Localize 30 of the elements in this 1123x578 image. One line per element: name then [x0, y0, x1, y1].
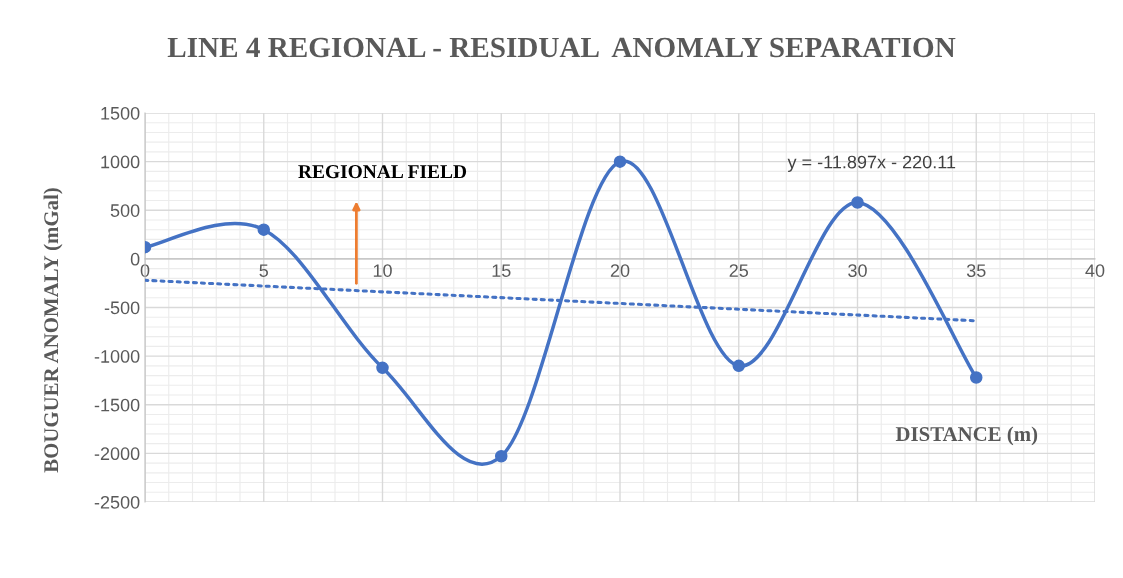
y-tick-label: 1000	[101, 155, 140, 169]
x-axis-title: DISTANCE (m)	[895, 426, 1038, 446]
y-tick-label: 1500	[101, 106, 140, 120]
annotation: REGIONAL FIELD	[298, 165, 467, 179]
x-tick-label: 40	[1085, 264, 1105, 277]
y-tick-label: 0	[130, 252, 140, 266]
point	[732, 359, 746, 373]
chart-title: LINE 4 REGIONAL - RESIDUAL ANOMALY SEPARATION	[167, 37, 956, 58]
point	[494, 450, 508, 463]
x-tick-label: 35	[966, 264, 986, 277]
y-tick-label: -2500	[94, 495, 140, 509]
x-tick-label: 5	[259, 264, 269, 277]
x-tick-label: 10	[373, 264, 392, 277]
x-tick-label: 0	[140, 264, 150, 277]
point	[613, 155, 627, 168]
y-tick-label: -2000	[94, 447, 140, 461]
point	[969, 371, 983, 384]
x-tick-label: 30	[848, 264, 867, 277]
y-tick-label: -1500	[94, 398, 140, 412]
y-tick-label: -500	[104, 301, 140, 315]
y-axis-title: BOUGUER ANOMALY (mGal)	[43, 188, 63, 473]
annotation: y = -11.897x - 220.11	[787, 155, 956, 172]
y-tick-label: -1000	[94, 350, 140, 363]
y-tick-label: 500	[110, 204, 140, 217]
point	[257, 223, 271, 236]
point	[376, 361, 389, 375]
x-tick-label: 25	[729, 264, 749, 277]
point	[851, 196, 864, 209]
x-tick-label: 15	[492, 264, 511, 277]
x-tick-label: 20	[610, 264, 630, 277]
